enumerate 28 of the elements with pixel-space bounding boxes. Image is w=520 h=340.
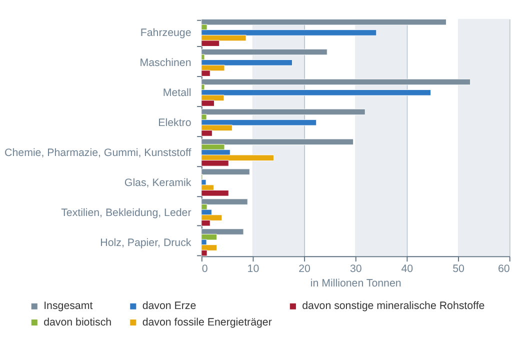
- y-tick-label: Elektro: [158, 116, 192, 129]
- x-tick-label: 0: [202, 263, 208, 276]
- y-tick-label: Glas, Keramik: [124, 176, 192, 189]
- legend-label: davon Erze: [142, 300, 196, 312]
- y-tick-label: Fahrzeuge: [140, 27, 192, 40]
- x-tick-label: 60: [498, 263, 510, 276]
- y-tick-label: Holz, Papier, Druck: [100, 236, 192, 249]
- y-tick-label: Metall: [162, 87, 192, 99]
- bar: [201, 108, 366, 116]
- legend-label: davon fossile Energieträger: [142, 316, 272, 328]
- y-tick-label: Chemie, Pharmazie, Gummi, Kunststoff: [4, 146, 192, 159]
- y-tick-label: Textilien, Bekleidung, Leder: [61, 206, 192, 219]
- x-tick-label: 20: [298, 263, 311, 276]
- x-tick-label: 10: [247, 263, 260, 276]
- legend-label: Insgesamt: [44, 300, 93, 312]
- bar: [201, 168, 250, 175]
- x-tick-label: 30: [350, 263, 362, 276]
- x-tick-label: 40: [401, 263, 414, 276]
- bar: [201, 18, 446, 26]
- legend-label: davon sonstige mineralische Rohstoffe: [302, 300, 485, 312]
- bar: [201, 48, 328, 56]
- bar: [201, 198, 248, 205]
- legend-label: davon biotisch: [44, 316, 112, 328]
- bar: [201, 138, 354, 146]
- bar: [201, 78, 471, 86]
- x-axis-title: in Millionen Tonnen: [310, 278, 402, 290]
- y-tick-label: Maschinen: [140, 57, 192, 70]
- x-tick-label: 50: [452, 263, 465, 276]
